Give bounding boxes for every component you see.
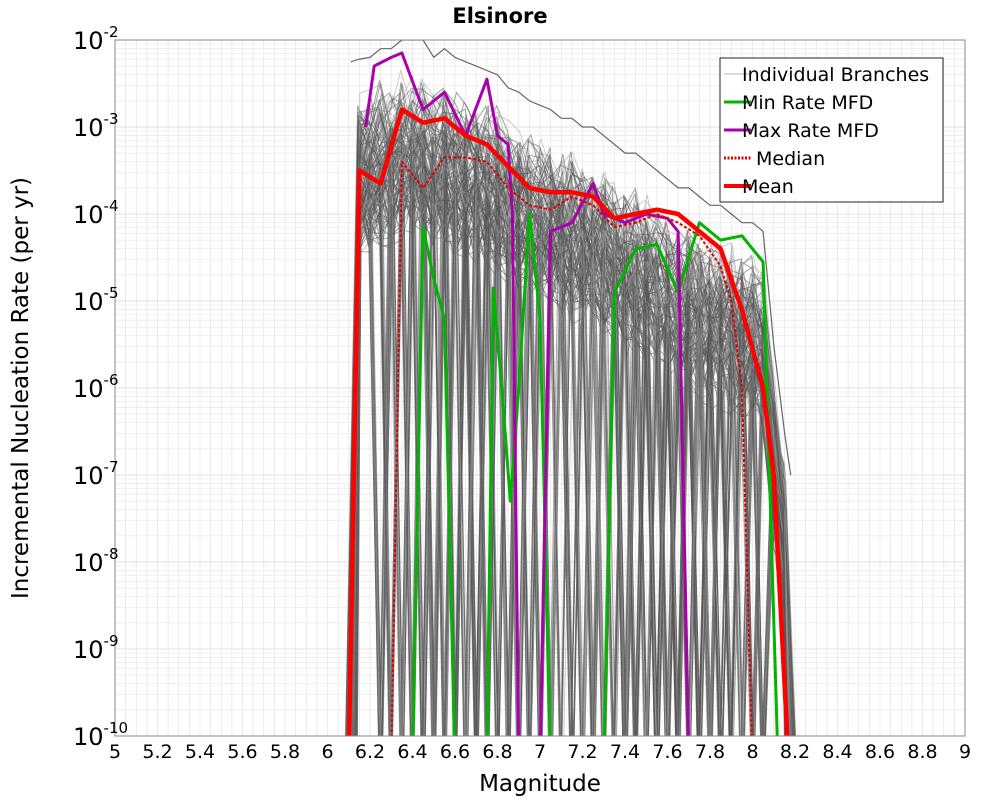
series-min-rate-mfd-line [411,212,779,736]
y-tick-exponent: -3 [104,110,119,128]
y-tick-label: 10-7 [73,458,119,490]
x-tick-label: 8.6 [865,741,895,763]
branch-line [347,68,787,736]
y-tick-label: 10-4 [73,197,119,229]
y-tick-exponent: -5 [104,284,119,302]
x-tick-label: 8.8 [907,741,937,763]
branch-line [349,136,789,736]
x-tick-label: 5.6 [227,741,257,763]
x-tick-label: 8.4 [822,741,852,763]
y-tick-exponent: -6 [104,371,119,389]
x-tick-label: 7 [534,741,546,763]
x-tick-label: 7.8 [695,741,725,763]
branch-line [346,134,787,736]
x-tick-label: 6 [321,741,333,763]
legend-label: Min Rate MFD [742,92,873,114]
y-tick-exponent: -9 [104,632,119,650]
legend-label: Max Rate MFD [742,120,879,142]
y-tick-label: 10-3 [73,110,119,142]
x-tick-label: 5.8 [270,741,300,763]
x-tick-label: 8 [746,741,758,763]
x-tick-label: 6.8 [482,741,512,763]
x-tick-label: 6.2 [355,741,385,763]
legend-label: Mean [742,176,794,198]
y-axis-ticks: 10-210-310-410-510-610-710-810-910-10 [73,23,128,751]
x-tick-label: 5.2 [142,741,172,763]
y-tick-label: 10-8 [73,545,119,577]
branch-line [348,171,788,736]
legend-box [719,57,944,203]
x-tick-label: 5.4 [185,741,215,763]
x-tick-label: 7.4 [610,741,640,763]
legend-label: Individual Branches [742,64,929,86]
x-tick-label: 9 [959,741,971,763]
branch-line [346,102,787,736]
series-lines [346,51,790,736]
x-tick-label: 5 [109,741,121,763]
x-tick-label: 6.4 [397,741,427,763]
branch-line [356,150,796,736]
x-tick-label: 6.6 [440,741,470,763]
y-tick-label: 10-6 [73,371,119,403]
y-tick-exponent: -10 [104,719,129,737]
y-tick-label: 10-10 [73,719,128,751]
y-tick-exponent: -4 [104,197,119,215]
legend: Individual Branches Min Rate MFD Max Rate … [719,57,944,203]
x-tick-label: 7.6 [652,741,682,763]
y-tick-exponent: -7 [104,458,119,476]
x-axis-label: Magnitude [479,771,601,797]
y-tick-exponent: -8 [104,545,119,563]
plot-frame [114,39,966,737]
y-axis-label: Incremental Nucleation Rate (per yr) [8,177,34,599]
chart-title: Elsinore [452,4,547,28]
individual-branches [345,40,797,736]
x-tick-label: 8.2 [780,741,810,763]
branch-line [350,129,791,736]
series-mean-line [346,107,790,736]
y-tick-exponent: -2 [104,23,119,41]
x-tick-label: 7.2 [567,741,597,763]
branch-envelope-line [350,40,792,476]
x-axis-ticks: 5 5.2 5.4 5.6 5.8 6 6.2 6.4 6.6 6.8 7 7.2 7.4 7.6 7.8 8… [109,741,971,763]
series-max-rate-mfd-line [364,51,690,736]
branch-line [347,111,788,736]
branch-line [355,122,795,736]
legend-label: Median [756,148,825,170]
